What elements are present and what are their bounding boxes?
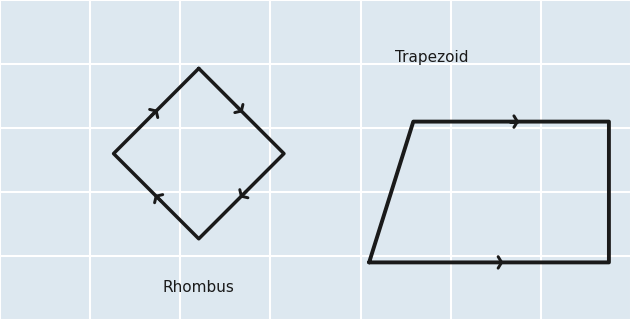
Text: Trapezoid: Trapezoid [396, 50, 469, 65]
Text: Rhombus: Rhombus [163, 281, 235, 295]
